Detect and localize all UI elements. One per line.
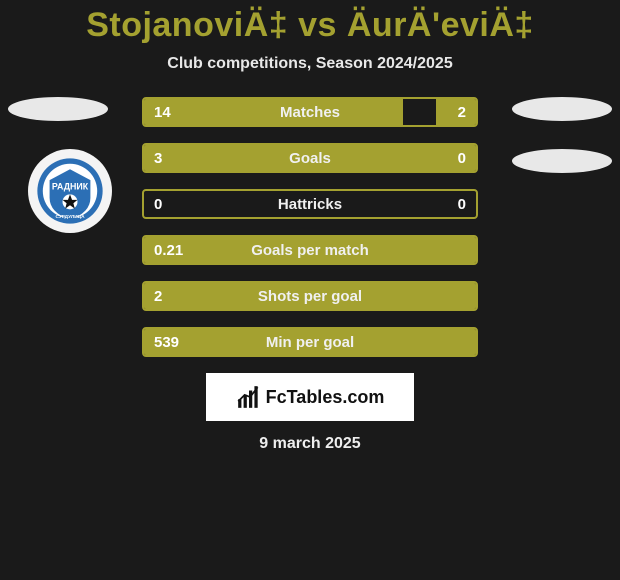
stat-bar-left	[144, 329, 476, 355]
badge-text-top: РАДНИК	[52, 182, 89, 192]
stat-row: Matches142	[142, 97, 478, 127]
brand-logo[interactable]: FcTables.com	[206, 373, 414, 421]
player-right-placeholder-1	[512, 97, 612, 121]
comparison-content: РАДНИК СУРДУЛИЦА Matches142 Goals30 Hattri…	[0, 97, 620, 453]
stat-row: Min per goal539	[142, 327, 478, 357]
subtitle: Club competitions, Season 2024/2025	[0, 55, 620, 73]
stat-bar-left	[144, 145, 476, 171]
stat-bar-gap	[144, 191, 476, 217]
stats-bars: Matches142 Goals30 Hattricks00 Goals per ma…	[142, 97, 478, 357]
stat-row: Hattricks00	[142, 189, 478, 219]
player-right-placeholder-2	[512, 149, 612, 173]
stat-row: Goals30	[142, 143, 478, 173]
club-badge: РАДНИК СУРДУЛИЦА	[28, 149, 112, 233]
club-badge-svg: РАДНИК СУРДУЛИЦА	[36, 157, 104, 225]
chart-icon	[236, 384, 262, 410]
player-left-placeholder	[8, 97, 108, 121]
match-date: 9 march 2025	[0, 435, 620, 453]
badge-text-bottom: СУРДУЛИЦА	[55, 214, 85, 220]
stat-row: Goals per match0.21	[142, 235, 478, 265]
stat-bar-left	[144, 283, 476, 309]
stat-bar-gap	[403, 99, 436, 125]
brand-name: FcTables.com	[266, 387, 385, 408]
page-title: StojanoviÄ‡ vs ÄurÄ'eviÄ‡	[0, 0, 620, 45]
stat-bar-right	[436, 99, 476, 125]
stat-bar-left	[144, 99, 403, 125]
stat-row: Shots per goal2	[142, 281, 478, 311]
stat-bar-left	[144, 237, 476, 263]
